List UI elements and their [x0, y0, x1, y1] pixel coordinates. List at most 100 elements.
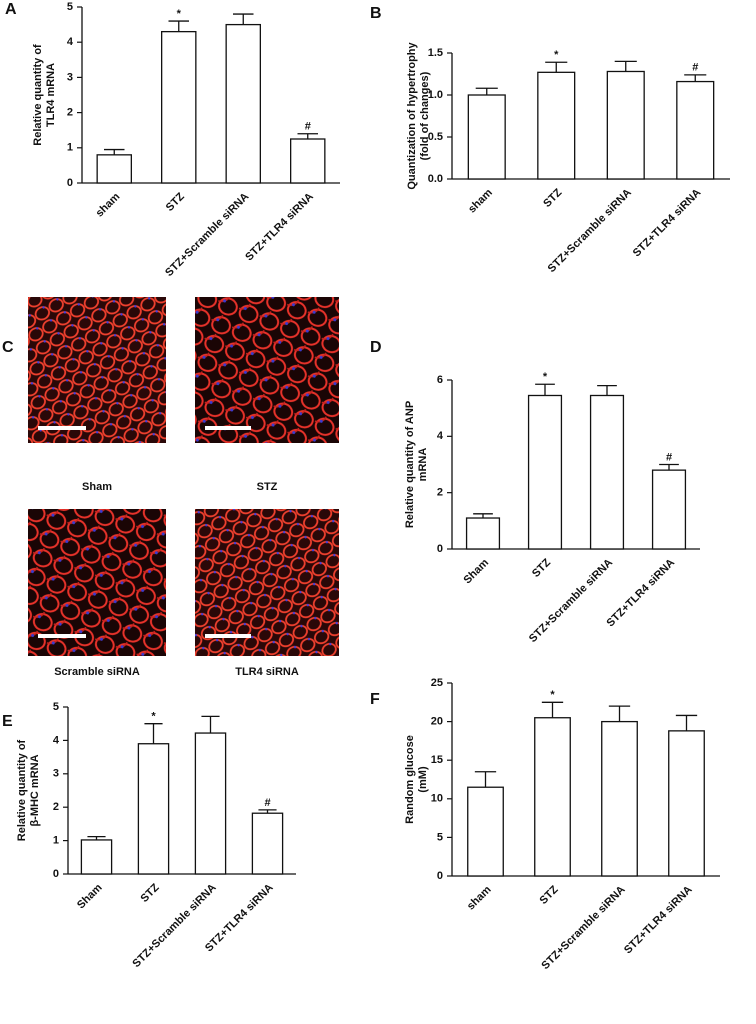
significance-mark: *	[550, 689, 555, 701]
y-tick-label: 6	[437, 374, 443, 386]
y-tick-label: 20	[431, 716, 443, 728]
x-tick-label: STZ	[530, 556, 553, 579]
y-tick-label: 0	[437, 543, 443, 555]
y-axis-label: Relative quantity of	[16, 739, 28, 841]
y-tick-label: 3	[53, 768, 59, 780]
y-tick-label: 0	[437, 870, 443, 882]
image-caption: STZ	[257, 481, 278, 493]
image-caption: Scramble siRNA	[54, 666, 140, 678]
image-caption: TLR4 siRNA	[235, 666, 299, 678]
y-axis-label: (mM)	[417, 766, 429, 793]
y-tick-label: 1	[67, 142, 73, 154]
panel-label: B	[370, 5, 382, 22]
bar	[589, 394, 625, 550]
y-tick-label: 15	[431, 754, 443, 766]
y-tick-label: 1.5	[428, 47, 443, 59]
panel-label: C	[2, 339, 14, 356]
y-tick-label: 10	[431, 793, 443, 805]
y-tick-label: 2	[437, 487, 443, 499]
micrograph	[195, 509, 339, 656]
y-tick-label: 1.0	[428, 89, 443, 101]
y-axis-label: TLR4 mRNA	[45, 63, 57, 127]
micrograph	[195, 297, 339, 443]
y-tick-label: 2	[53, 801, 59, 813]
y-axis-label: Random glucose	[404, 735, 416, 824]
x-tick-label: STZ+TLR4 siRNA	[243, 191, 316, 264]
micrograph	[28, 509, 166, 656]
bar	[96, 154, 132, 184]
chart: D Relative quantity of ANP mRNA 0 2 4 6 Sham STZ…	[370, 339, 700, 645]
bar	[537, 71, 576, 180]
x-tick-label: STZ	[164, 190, 187, 213]
y-tick-label: 0.5	[428, 131, 443, 143]
bar	[534, 717, 571, 877]
bar	[668, 730, 705, 877]
y-tick-label: 0	[67, 177, 73, 189]
y-axis-label: β-MHC mRNA	[29, 754, 41, 826]
y-tick-label: 25	[431, 677, 443, 689]
y-tick-label: 3	[67, 71, 73, 83]
y-tick-label: 5	[437, 831, 443, 843]
significance-mark: *	[554, 49, 559, 61]
y-tick-label: 4	[437, 430, 444, 442]
bar	[467, 786, 504, 877]
y-tick-label: 4	[53, 734, 60, 746]
significance-mark: #	[666, 451, 672, 463]
bar	[161, 30, 197, 184]
y-tick-label: 1	[53, 835, 59, 847]
x-tick-label: sham	[466, 187, 495, 216]
bar	[676, 80, 715, 180]
bar	[194, 732, 227, 875]
significance-mark: #	[305, 121, 311, 133]
x-tick-label: sham	[465, 884, 494, 913]
y-tick-label: 0	[53, 868, 59, 880]
chart: A Relative quantity of TLR4 mRNA 0 1 2 3 4 5 sham…	[5, 1, 340, 279]
significance-mark: #	[692, 62, 698, 74]
significance-mark: *	[151, 711, 156, 723]
y-axis-label: Relative quantity of	[32, 44, 44, 146]
x-tick-label: Sham	[461, 557, 491, 587]
bar	[601, 720, 638, 877]
x-tick-label: Sham	[75, 882, 105, 912]
x-tick-label: STZ+TLR4 siRNA	[622, 884, 695, 957]
x-tick-label: STZ	[138, 881, 161, 904]
bar	[606, 70, 645, 180]
image-caption: Sham	[82, 481, 112, 493]
bar	[651, 469, 687, 550]
bar	[251, 812, 284, 875]
panel-label: E	[2, 713, 13, 730]
chart: B Quantization of hypertrophy (fold of cha…	[370, 5, 730, 275]
micrograph	[28, 297, 166, 443]
bar	[527, 394, 563, 550]
bar	[225, 23, 261, 184]
x-tick-label: STZ	[537, 883, 560, 906]
y-tick-label: 2	[67, 107, 73, 119]
panel-label: D	[370, 339, 382, 356]
panel-label: F	[370, 691, 380, 708]
y-axis-label: Quantization of hypertrophy	[406, 41, 418, 189]
y-axis-label: mRNA	[417, 448, 429, 482]
significance-mark: #	[264, 797, 270, 809]
y-tick-label: 5	[67, 1, 73, 13]
y-axis-label: Relative quantity of ANP	[404, 401, 416, 528]
bar	[467, 94, 506, 180]
y-tick-label: 4	[67, 36, 74, 48]
bar	[465, 517, 501, 550]
y-tick-label: 5	[53, 701, 59, 713]
chart: F Random glucose (mM) 0 5 10 15 20 25 sham STZ * STZ…	[370, 677, 720, 972]
x-tick-label: STZ	[541, 186, 564, 209]
bar	[137, 743, 170, 875]
y-tick-label: 0.0	[428, 173, 443, 185]
x-tick-label: STZ+TLR4 siRNA	[605, 557, 678, 630]
image-panel: C Sham STZ Scramble siRNA TLR4 siRNA	[2, 297, 339, 678]
bar	[290, 138, 326, 184]
panel-label: A	[5, 1, 17, 18]
x-tick-label: STZ+TLR4 siRNA	[631, 187, 704, 260]
significance-mark: *	[177, 8, 182, 20]
x-tick-label: sham	[94, 191, 123, 220]
bar	[80, 839, 113, 875]
significance-mark: *	[543, 371, 548, 383]
y-axis-label: (fold of changes)	[419, 71, 431, 160]
